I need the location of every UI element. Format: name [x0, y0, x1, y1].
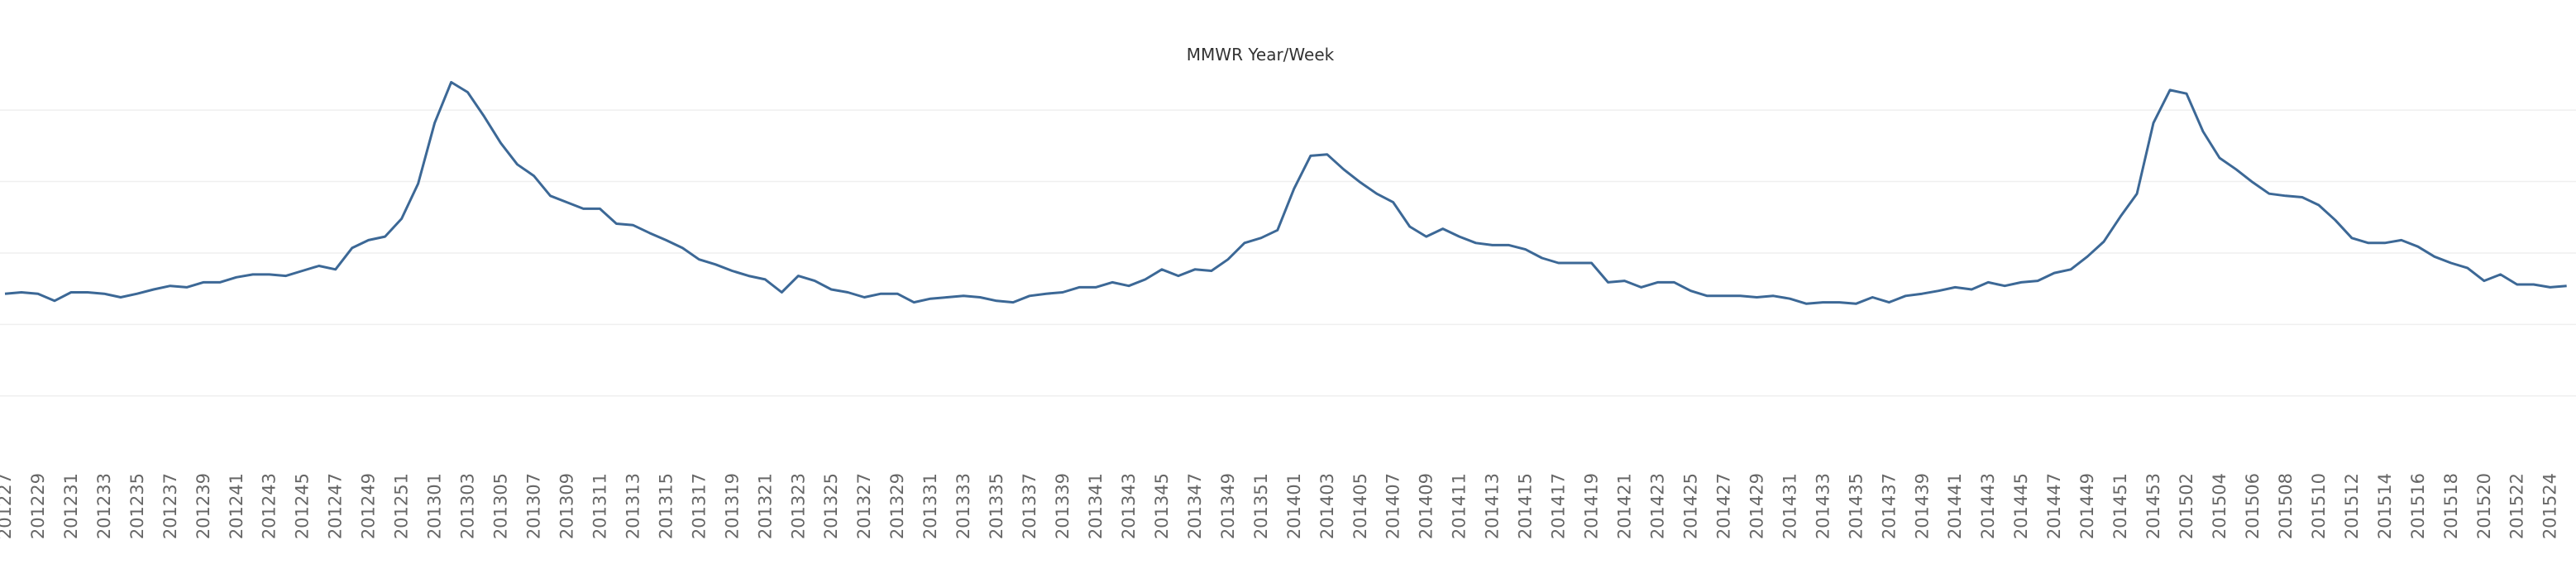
x-tick-label: 201415 [1516, 473, 1536, 539]
x-tick-label: 201323 [788, 473, 808, 539]
x-tick-label: 201335 [987, 473, 1006, 539]
x-tick-label: 201303 [458, 473, 478, 539]
x-tick-label: 201512 [2342, 473, 2362, 539]
x-tick-label: 201235 [127, 473, 147, 539]
x-tick-label: 201401 [1284, 473, 1304, 539]
x-tick-label: 201309 [557, 473, 576, 539]
x-tick-label: 201301 [425, 473, 445, 539]
x-tick-label: 201419 [1582, 473, 1602, 539]
x-tick-label: 201518 [2441, 473, 2461, 539]
x-tick-label: 201241 [227, 473, 246, 539]
x-tick-label: 201427 [1713, 473, 1733, 539]
x-tick-label: 201343 [1119, 473, 1139, 539]
x-tick-label: 201431 [1780, 473, 1799, 539]
x-tick-label: 201321 [755, 473, 775, 539]
line-series [4, 80, 2567, 305]
x-tick-label: 201339 [1053, 473, 1073, 539]
x-tick-label: 201247 [326, 473, 346, 539]
x-tick-label: 201451 [2110, 473, 2130, 539]
x-tick-label: 201409 [1417, 473, 1436, 539]
x-tick-label: 201251 [392, 473, 412, 539]
x-tick-label: 201411 [1450, 473, 1470, 539]
x-tick-label: 201249 [359, 473, 379, 539]
x-tick-label: 201319 [722, 473, 742, 539]
x-tick-label: 201447 [2044, 473, 2064, 539]
x-tick-label: 201510 [2309, 473, 2329, 539]
x-tick-label: 201441 [1945, 473, 1965, 539]
x-tick-label: 201245 [293, 473, 313, 539]
x-tick-label: 201506 [2243, 473, 2263, 539]
x-tick-label: 201437 [1879, 473, 1899, 539]
x-tick-label: 201429 [1747, 473, 1766, 539]
x-tick-label: 201315 [656, 473, 676, 539]
x-tick-label: 201524 [2540, 473, 2560, 539]
x-tick-label: 201337 [1020, 473, 1039, 539]
x-tick-label: 201423 [1647, 473, 1667, 539]
x-tick-label: 201327 [854, 473, 874, 539]
x-tick-label: 201325 [821, 473, 841, 539]
x-tick-label: 201317 [689, 473, 709, 539]
x-tick-label: 201403 [1317, 473, 1337, 539]
x-tick-label: 201421 [1615, 473, 1635, 539]
x-tick-label: 201351 [1251, 473, 1271, 539]
x-tick-label: 201504 [2210, 473, 2230, 539]
x-tick-label: 201407 [1384, 473, 1403, 539]
x-tick-label: 201341 [1086, 473, 1106, 539]
x-tick-label: 201333 [953, 473, 973, 539]
x-tick-label: 201229 [28, 473, 48, 539]
x-tick-label: 201405 [1350, 473, 1370, 539]
x-tick-label: 201413 [1483, 473, 1503, 539]
x-tick-label: 201516 [2408, 473, 2428, 539]
x-tick-label: 201435 [1846, 473, 1866, 539]
x-tick-label: 201514 [2375, 473, 2395, 539]
x-tick-label: 201508 [2276, 473, 2296, 539]
x-tick-label: 201445 [2011, 473, 2031, 539]
x-tick-label: 201449 [2077, 473, 2097, 539]
x-tick-label: 201231 [61, 473, 81, 539]
x-tick-label: 201520 [2474, 473, 2494, 539]
x-tick-label: 201443 [1978, 473, 1998, 539]
x-tick-label: 201227 [0, 473, 15, 539]
x-tick-label: 201453 [2143, 473, 2163, 539]
x-tick-label: 201502 [2177, 473, 2196, 539]
x-tick-label: 201349 [1218, 473, 1238, 539]
x-tick-label: 201307 [523, 473, 543, 539]
x-tick-label: 201311 [590, 473, 609, 539]
x-tick-label: 201439 [1912, 473, 1932, 539]
x-tick-label: 201233 [94, 473, 114, 539]
x-tick-label: 201331 [920, 473, 940, 539]
x-tick-label: 201239 [194, 473, 213, 539]
chart-title: MMWR Year/Week [1187, 45, 1335, 65]
x-tick-label: 201329 [887, 473, 907, 539]
x-tick-label: 201417 [1549, 473, 1569, 539]
x-tick-label: 201433 [1813, 473, 1833, 539]
x-tick-label: 201243 [260, 473, 280, 539]
x-tick-label: 201425 [1680, 473, 1700, 539]
x-tick-label: 201237 [160, 473, 180, 539]
x-tick-label: 201345 [1152, 473, 1172, 539]
x-tick-label: 201313 [623, 473, 643, 539]
x-tick-label: 201305 [491, 473, 511, 539]
x-tick-label: 201522 [2507, 473, 2527, 539]
x-tick-label: 201347 [1185, 473, 1205, 539]
